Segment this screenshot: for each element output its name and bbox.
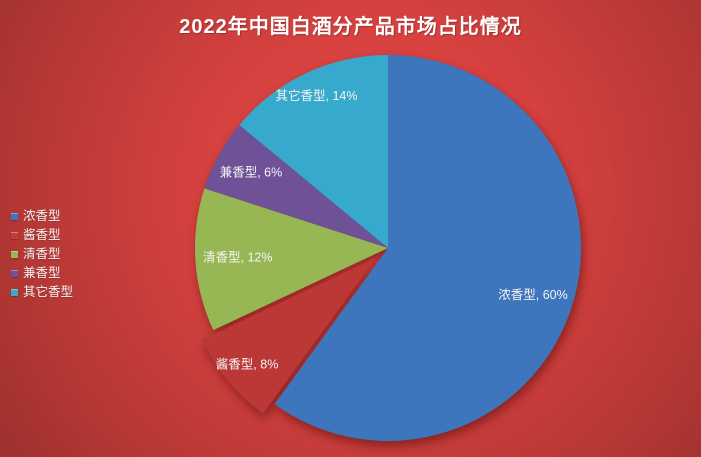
pie-slice-1[interactable] (201, 257, 377, 414)
legend-swatch-icon (11, 270, 18, 277)
legend-label: 其它香型 (23, 285, 74, 299)
legend-item-0[interactable]: 浓香型 (11, 210, 73, 223)
chart-title: 2022年中国白酒分产品市场占比情况 (179, 16, 522, 38)
pie-data-label-4: 其它香型, 14% (276, 88, 358, 103)
legend-swatch-icon (11, 213, 18, 220)
legend-label: 清香型 (23, 247, 61, 261)
legend-label: 酱香型 (23, 228, 61, 242)
pie-slice-4[interactable] (239, 55, 388, 248)
legend-swatch-icon (11, 232, 18, 239)
pie-slice-3[interactable] (204, 124, 388, 248)
legend-item-4[interactable]: 其它香型 (11, 286, 73, 299)
legend-item-3[interactable]: 兼香型 (11, 267, 73, 280)
legend-label: 兼香型 (23, 266, 61, 280)
legend-item-1[interactable]: 酱香型 (11, 229, 73, 242)
pie-slice-2[interactable] (194, 188, 388, 331)
pie-data-label-0: 浓香型, 60% (498, 288, 567, 302)
pie-data-label-1: 酱香型, 8% (216, 357, 279, 372)
pie-data-label-2: 清香型, 12% (203, 250, 272, 264)
legend-item-2[interactable]: 清香型 (11, 248, 73, 261)
legend-label: 浓香型 (23, 209, 61, 223)
pie-data-label-3: 兼香型, 6% (220, 166, 283, 180)
legend-swatch-icon (11, 289, 18, 296)
chart-legend: 浓香型酱香型清香型兼香型其它香型 (11, 210, 73, 299)
pie-slice-0[interactable] (274, 55, 582, 442)
legend-swatch-icon (11, 251, 18, 258)
